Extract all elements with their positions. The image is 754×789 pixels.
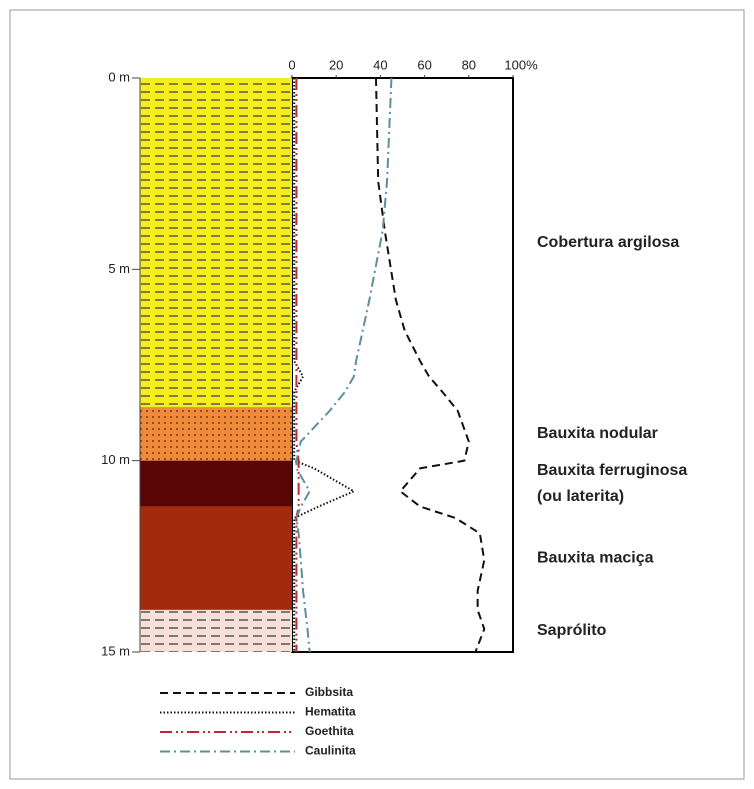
x-tick-label: 20 <box>329 57 343 72</box>
zone-label: Cobertura argilosa <box>537 234 679 251</box>
series-line <box>293 78 357 652</box>
legend-label: Caulinita <box>305 744 356 758</box>
zone-label: Saprólito <box>537 622 607 639</box>
layer-texture <box>140 78 292 408</box>
zone-label: Bauxita maciça <box>537 549 654 566</box>
series-line <box>295 78 300 652</box>
series-line <box>295 77 393 653</box>
layer-texture <box>140 407 292 461</box>
y-tick-label: 0 m <box>108 69 130 84</box>
plot-frame <box>291 77 514 653</box>
layer <box>140 506 292 610</box>
x-tick-label: 100% <box>504 57 538 72</box>
layer-texture <box>140 609 292 652</box>
legend-label: Goethita <box>305 724 354 738</box>
y-tick-label: 10 m <box>101 452 130 467</box>
x-tick-label: 0 <box>288 57 295 72</box>
zone-label: (ou laterita) <box>537 488 624 505</box>
x-tick-label: 60 <box>417 57 431 72</box>
legend-label: Gibbsita <box>305 685 353 699</box>
x-tick-label: 40 <box>373 57 387 72</box>
y-tick-label: 15 m <box>101 643 130 658</box>
series-line <box>374 77 486 653</box>
zone-label: Bauxita nodular <box>537 425 658 442</box>
zone-label: Bauxita ferruginosa <box>537 462 687 479</box>
legend-label: Hematita <box>305 705 356 719</box>
y-tick-label: 5 m <box>108 261 130 276</box>
frame <box>9 9 745 780</box>
x-tick-label: 80 <box>462 57 476 72</box>
layer <box>140 460 292 507</box>
